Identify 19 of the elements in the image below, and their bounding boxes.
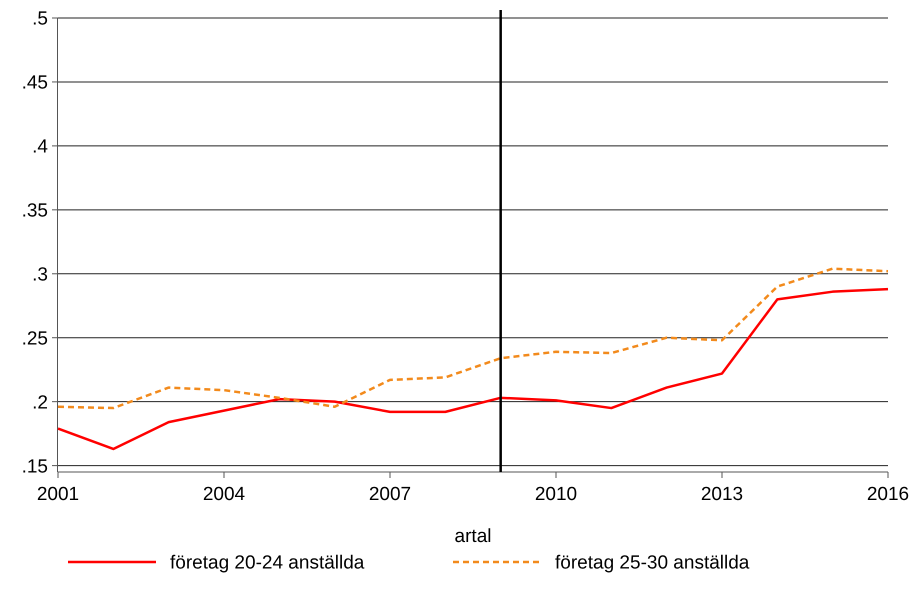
x-tick-label: 2016	[866, 484, 910, 505]
line-series	[56, 267, 890, 410]
y-tick-label: .3	[32, 264, 48, 286]
line-series	[56, 288, 890, 450]
legend-label: företag 25-30 anställda	[555, 552, 750, 574]
x-tick-label: 2013	[700, 484, 744, 505]
x-tick-label: 2001	[36, 484, 80, 505]
y-tick-label: .35	[22, 200, 48, 222]
y-tick-label: .45	[22, 72, 48, 94]
y-tick-label: .5	[32, 8, 48, 30]
y-tick-label: .15	[22, 456, 48, 478]
y-tick-label: .2	[32, 392, 48, 414]
x-tick-label: 2004	[202, 484, 246, 505]
legend-label: företag 20-24 anställda	[170, 552, 365, 574]
x-tick-label: 2010	[534, 484, 578, 505]
x-tick-label: 2007	[368, 484, 412, 505]
y-tick-label: .4	[32, 136, 48, 158]
x-axis-title: artal	[454, 526, 492, 547]
y-tick-label: .25	[22, 328, 48, 350]
